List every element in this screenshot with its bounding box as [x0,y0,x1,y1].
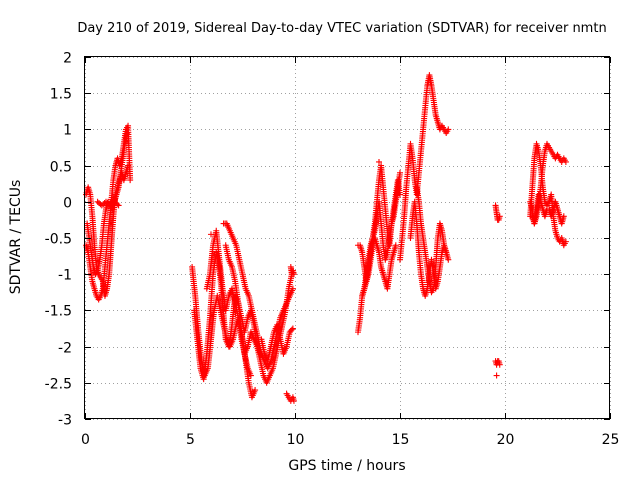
data-point [114,201,121,208]
data-point [252,387,259,394]
y-tick-label: 2 [63,51,72,67]
y-tick-label: -0.5 [45,232,72,248]
data-markers [83,72,569,404]
x-tick-label: 0 [81,432,90,448]
data-point [562,238,569,245]
data-point [496,213,503,220]
x-tick-label: 10 [287,432,305,448]
y-tick-label: -1.5 [45,304,72,320]
x-tick-label: 15 [392,432,410,448]
x-axis-label: GPS time / hours [288,458,405,474]
data-point [493,372,500,379]
y-tick-label: 0 [63,196,72,212]
x-tick-label: 25 [602,432,620,448]
data-point [289,325,296,332]
data-point [560,213,567,220]
data-point [397,191,403,198]
x-axis-ticks: 0 5 10 15 20 25 [81,57,619,448]
data-point [290,271,297,278]
data-point [496,361,503,368]
data-point [445,256,452,263]
data-point [562,158,569,165]
y-axis-label: SDTVAR / TECUs [8,180,24,295]
y-axis-ticks: 2 1.5 1 0.5 0 -0.5 -1 -1.5 -2 -2.5 -3 [45,51,610,429]
data-point [376,158,382,165]
x-tick-label: 20 [497,432,515,448]
data-point [397,169,403,176]
y-tick-label: 1 [63,123,72,139]
y-tick-label: -3 [58,413,72,429]
y-tick-label: 1.5 [50,87,72,103]
y-tick-label: -1 [58,268,72,284]
data-point [445,126,452,133]
data-point [247,372,254,379]
data-point [208,231,214,238]
y-tick-label: -2.5 [45,377,72,393]
data-point [288,326,295,333]
data-point [115,202,122,209]
data-point [392,242,399,249]
chart-title: Day 210 of 2019, Sidereal Day-to-day VTE… [77,21,606,36]
data-point [290,397,297,404]
plot-gridlines [85,57,611,420]
x-tick-label: 5 [186,432,195,448]
y-tick-label: 0.5 [50,160,72,176]
data-point [443,249,450,256]
data-point [124,130,130,137]
data-point [125,162,132,169]
y-tick-label: -2 [58,341,72,357]
data-point [127,177,134,184]
plot-frame [84,56,610,419]
